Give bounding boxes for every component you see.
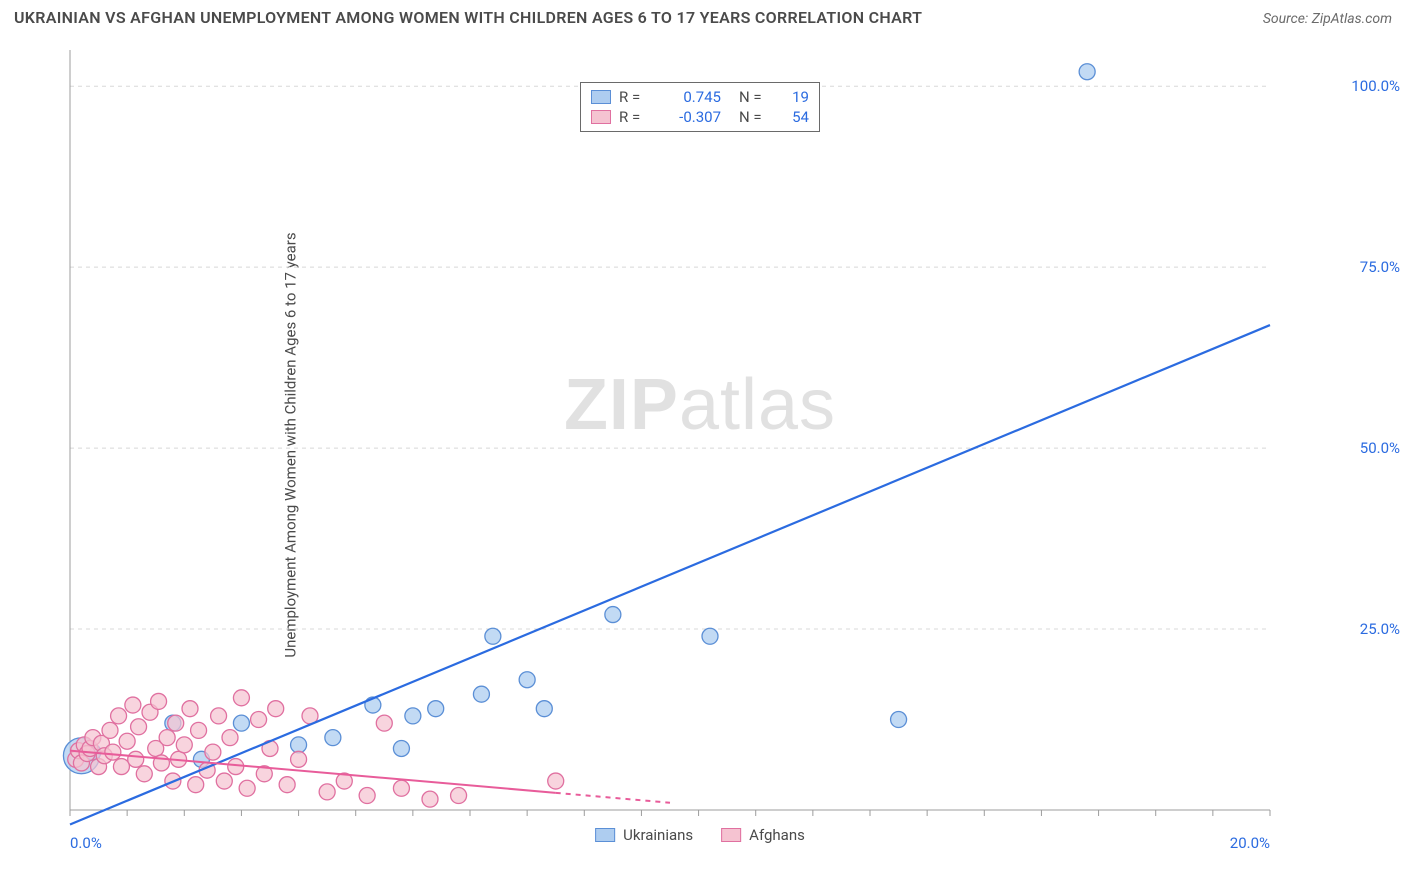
legend-swatch	[591, 90, 611, 104]
n-value: 19	[781, 88, 809, 106]
data-point	[319, 784, 335, 800]
data-point	[376, 715, 392, 731]
data-point	[359, 788, 375, 804]
data-point	[205, 744, 221, 760]
data-point	[125, 697, 141, 713]
data-point	[891, 712, 907, 728]
legend-item: Afghans	[721, 826, 805, 844]
data-point	[268, 701, 284, 717]
data-point	[211, 708, 227, 724]
legend-item: Ukrainians	[595, 826, 693, 844]
legend-correlation: R = 0.745 N = 19 R = -0.307 N = 54	[580, 82, 820, 132]
data-point	[182, 701, 198, 717]
data-point	[105, 744, 121, 760]
y-tick-label: 100.0%	[1351, 77, 1400, 95]
data-point	[325, 730, 341, 746]
data-point	[451, 788, 467, 804]
data-point	[536, 701, 552, 717]
n-value: 54	[781, 108, 809, 126]
data-point	[1079, 64, 1095, 80]
data-point	[222, 730, 238, 746]
plot-area: Unemployment Among Women with Children A…	[60, 40, 1340, 850]
chart-title: UKRAINIAN VS AFGHAN UNEMPLOYMENT AMONG W…	[14, 8, 922, 27]
n-label: N =	[739, 108, 773, 126]
r-value: 0.745	[661, 88, 721, 106]
data-point	[128, 751, 144, 767]
data-point	[393, 780, 409, 796]
y-tick-label: 50.0%	[1360, 439, 1400, 457]
legend-label: Ukrainians	[623, 826, 693, 844]
legend-correlation-row: R = 0.745 N = 19	[591, 87, 809, 107]
legend-swatch	[591, 110, 611, 124]
n-label: N =	[739, 88, 773, 106]
data-point	[702, 628, 718, 644]
data-point	[405, 708, 421, 724]
data-point	[216, 773, 232, 789]
legend-correlation-row: R = -0.307 N = 54	[591, 107, 809, 127]
data-point	[113, 759, 129, 775]
data-point	[548, 773, 564, 789]
data-point	[251, 712, 267, 728]
r-value: -0.307	[661, 108, 721, 126]
data-point	[291, 751, 307, 767]
r-label: R =	[619, 108, 653, 126]
data-point	[136, 766, 152, 782]
data-point	[119, 733, 135, 749]
chart-svg	[60, 40, 1340, 850]
data-point	[176, 737, 192, 753]
data-point	[188, 777, 204, 793]
data-point	[422, 791, 438, 807]
data-point	[239, 780, 255, 796]
legend-swatch	[595, 828, 615, 842]
data-point	[473, 686, 489, 702]
data-point	[485, 628, 501, 644]
x-tick-label: 20.0%	[1230, 834, 1270, 852]
data-point	[393, 740, 409, 756]
data-point	[233, 690, 249, 706]
data-point	[159, 730, 175, 746]
y-tick-label: 25.0%	[1360, 620, 1400, 638]
data-point	[428, 701, 444, 717]
data-point	[131, 719, 147, 735]
data-point	[279, 777, 295, 793]
legend-swatch	[721, 828, 741, 842]
source-text: Source: ZipAtlas.com	[1263, 11, 1392, 27]
data-point	[151, 693, 167, 709]
data-point	[168, 715, 184, 731]
data-point	[519, 672, 535, 688]
x-tick-label: 0.0%	[70, 834, 102, 852]
data-point	[228, 759, 244, 775]
data-point	[291, 737, 307, 753]
legend-series: Ukrainians Afghans	[595, 826, 805, 844]
data-point	[102, 722, 118, 738]
legend-label: Afghans	[749, 826, 805, 844]
r-label: R =	[619, 88, 653, 106]
data-point	[111, 708, 127, 724]
data-point	[605, 607, 621, 623]
data-point	[233, 715, 249, 731]
y-tick-label: 75.0%	[1360, 258, 1400, 276]
data-point	[191, 722, 207, 738]
